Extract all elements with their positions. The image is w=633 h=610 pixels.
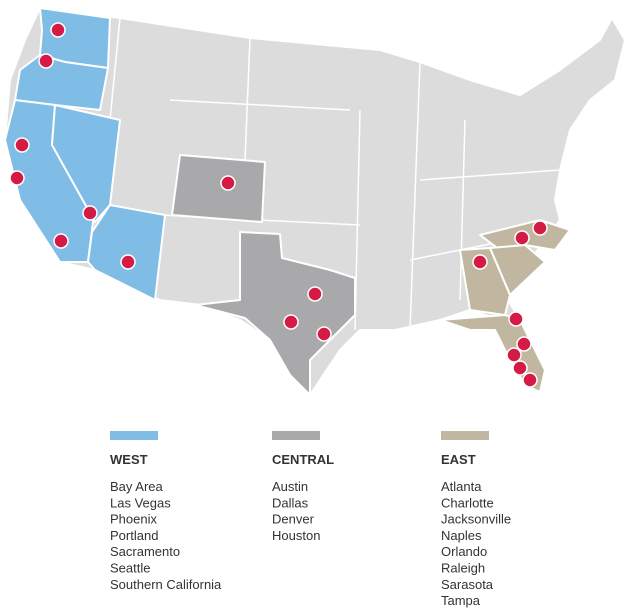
- city-name: Atlanta: [441, 479, 482, 494]
- city-markers: [9, 22, 548, 388]
- city-marker: [220, 175, 236, 191]
- city-name: Charlotte: [441, 495, 494, 510]
- city-marker: [506, 347, 522, 363]
- city-marker: [522, 372, 538, 388]
- city-marker: [508, 311, 524, 327]
- city-name: Bay Area: [110, 479, 164, 494]
- nevada: [51, 104, 121, 223]
- oregon: [14, 54, 109, 111]
- city-name: Las Vegas: [110, 495, 171, 510]
- city-name: Sacramento: [110, 544, 180, 559]
- texas: [194, 231, 356, 396]
- city-name: Naples: [441, 528, 482, 543]
- city-marker: [14, 137, 30, 153]
- city-name: Southern California: [110, 577, 222, 592]
- city-marker: [50, 22, 66, 38]
- region-heading: EAST: [441, 452, 476, 467]
- city-name: Jacksonville: [441, 512, 511, 527]
- city-marker: [514, 230, 530, 246]
- city-marker: [38, 53, 54, 69]
- city-marker: [307, 286, 323, 302]
- city-marker: [283, 314, 299, 330]
- city-marker: [512, 360, 528, 376]
- arizona: [87, 204, 166, 301]
- city-marker: [472, 254, 488, 270]
- city-name: Austin: [272, 479, 308, 494]
- us-map: [4, 7, 626, 396]
- legend-swatch: [110, 431, 158, 440]
- city-name: Tampa: [441, 593, 481, 608]
- region-heading: WEST: [110, 452, 148, 467]
- city-name: Phoenix: [110, 512, 157, 527]
- city-marker: [82, 205, 98, 221]
- city-marker: [532, 220, 548, 236]
- legend-swatch: [441, 431, 489, 440]
- city-name: Orlando: [441, 544, 487, 559]
- georgia: [459, 247, 511, 316]
- city-name: Houston: [272, 528, 320, 543]
- city-marker: [9, 170, 25, 186]
- city-name: Sarasota: [441, 577, 494, 592]
- city-name: Dallas: [272, 495, 309, 510]
- city-name: Seattle: [110, 561, 150, 576]
- colorado: [171, 154, 266, 223]
- city-marker: [53, 233, 69, 249]
- city-marker: [120, 254, 136, 270]
- city-marker: [316, 326, 332, 342]
- city-name: Raleigh: [441, 561, 485, 576]
- region-heading: CENTRAL: [272, 452, 334, 467]
- legend-swatch: [272, 431, 320, 440]
- city-name: Portland: [110, 528, 158, 543]
- city-marker: [516, 336, 532, 352]
- city-name: Denver: [272, 512, 315, 527]
